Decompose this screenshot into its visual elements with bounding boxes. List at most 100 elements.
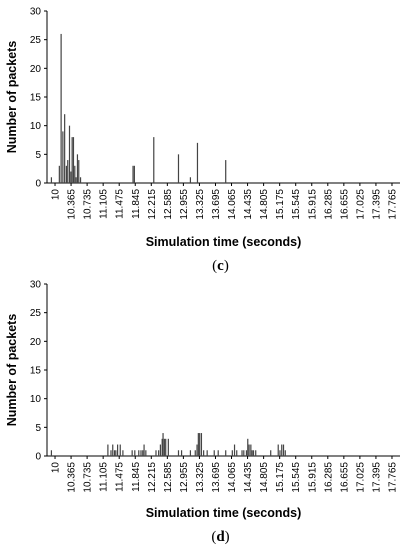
bar bbox=[177, 154, 180, 183]
bar bbox=[138, 450, 140, 456]
y-tick-label: 15 bbox=[30, 366, 42, 377]
bar bbox=[107, 444, 109, 456]
x-tick-label: 15.175 bbox=[275, 189, 286, 220]
x-tick-label: 17.025 bbox=[355, 189, 366, 220]
x-tick-label: 15.545 bbox=[291, 189, 302, 220]
x-tick-label: 10 bbox=[51, 189, 62, 201]
x-tick-label: 16.655 bbox=[339, 462, 350, 493]
x-tick-label: 14.065 bbox=[227, 462, 238, 493]
bar bbox=[200, 433, 203, 456]
x-tick-label: 17.395 bbox=[371, 189, 382, 220]
x-tick-label: 14.065 bbox=[227, 189, 238, 220]
bar bbox=[189, 450, 192, 456]
y-tick-label: 10 bbox=[30, 394, 42, 405]
bar bbox=[78, 160, 80, 183]
bar bbox=[67, 160, 69, 183]
x-tick-label: 11.845 bbox=[131, 189, 142, 219]
bar bbox=[247, 438, 249, 456]
bar bbox=[110, 450, 112, 456]
bar bbox=[134, 450, 136, 456]
bar bbox=[194, 450, 196, 456]
bar bbox=[189, 177, 192, 183]
x-tick-label: 14.805 bbox=[259, 462, 270, 493]
x-tick-label: 17.765 bbox=[387, 462, 398, 493]
x-tick-label: 15.915 bbox=[307, 189, 318, 220]
x-tick-label: 10.365 bbox=[67, 462, 78, 493]
y-tick-label: 20 bbox=[30, 337, 42, 348]
bar bbox=[159, 444, 161, 456]
x-tick-label: 11.475 bbox=[115, 189, 126, 219]
x-tick-label: 15.545 bbox=[291, 462, 302, 493]
x-tick-label: 14.805 bbox=[259, 189, 270, 220]
y-axis-title: Number of packets bbox=[5, 41, 19, 154]
bar bbox=[70, 171, 72, 183]
bar bbox=[117, 444, 119, 456]
y-tick-label: 20 bbox=[30, 64, 42, 75]
panel-label: (c) bbox=[212, 258, 229, 274]
bar bbox=[76, 154, 79, 183]
y-tick-label: 25 bbox=[30, 35, 42, 46]
bar bbox=[155, 450, 157, 456]
bar bbox=[231, 450, 233, 456]
bar bbox=[60, 33, 62, 184]
x-tick-label: 10.365 bbox=[67, 189, 78, 220]
bar bbox=[225, 160, 227, 183]
bar bbox=[281, 444, 283, 456]
bar bbox=[203, 450, 205, 456]
bar bbox=[153, 137, 155, 183]
bar bbox=[143, 444, 145, 456]
bar bbox=[241, 450, 243, 456]
bar bbox=[72, 137, 75, 183]
bar bbox=[65, 165, 68, 183]
bar bbox=[75, 177, 77, 183]
y-tick-label: 0 bbox=[35, 179, 41, 190]
bar bbox=[163, 438, 165, 456]
bar bbox=[142, 450, 144, 456]
bar bbox=[58, 165, 60, 183]
x-tick-label: 10.735 bbox=[83, 189, 94, 220]
x-tick-label: 10 bbox=[51, 462, 62, 474]
x-tick-label: 12.585 bbox=[163, 462, 174, 493]
bar bbox=[140, 450, 142, 456]
y-tick-label: 10 bbox=[30, 121, 42, 132]
x-tick-label: 15.175 bbox=[275, 462, 286, 493]
bar bbox=[113, 450, 116, 456]
bar bbox=[255, 450, 257, 456]
x-tick-label: 16.655 bbox=[339, 189, 350, 220]
x-tick-label: 13.695 bbox=[211, 189, 222, 220]
bar bbox=[284, 450, 286, 456]
bar bbox=[225, 450, 227, 456]
bar bbox=[217, 450, 219, 456]
bar bbox=[243, 450, 245, 456]
bar bbox=[115, 450, 117, 456]
bar bbox=[165, 438, 167, 456]
panel-label: (d) bbox=[211, 529, 229, 545]
bar bbox=[245, 450, 248, 456]
chart-panel-c: 0 5 10 15 20 25 30 10 10.365 10.735 11.105 11.475 11… bbox=[5, 7, 400, 274]
bar bbox=[62, 131, 64, 183]
bar bbox=[145, 450, 147, 456]
y-tick-label: 30 bbox=[30, 7, 42, 18]
x-tick-label: 16.285 bbox=[323, 462, 334, 493]
y-tick-label: 5 bbox=[35, 423, 41, 434]
bar bbox=[277, 444, 279, 456]
y-tick-label: 30 bbox=[30, 280, 42, 291]
bar bbox=[119, 444, 121, 456]
x-tick-label: 10.735 bbox=[83, 462, 94, 493]
bar bbox=[196, 142, 199, 183]
y-tick-label: 25 bbox=[30, 308, 42, 319]
bar bbox=[248, 444, 250, 456]
bar bbox=[236, 450, 238, 456]
bar bbox=[68, 125, 71, 183]
x-tick-label: 14.435 bbox=[243, 189, 254, 220]
x-tick-label: 11.475 bbox=[115, 462, 126, 492]
x-tick-label: 17.395 bbox=[371, 462, 382, 493]
bar bbox=[133, 165, 135, 183]
bar bbox=[177, 450, 180, 456]
x-tick-label: 11.845 bbox=[131, 462, 142, 492]
bar bbox=[50, 177, 53, 183]
x-tick-label: 13.325 bbox=[195, 189, 206, 220]
y-tick-label: 0 bbox=[35, 452, 41, 463]
bar bbox=[112, 444, 114, 456]
